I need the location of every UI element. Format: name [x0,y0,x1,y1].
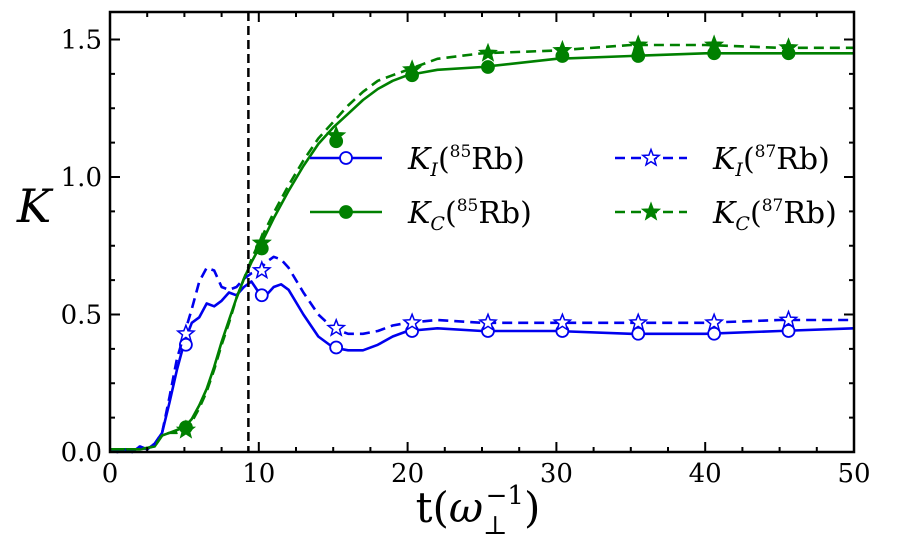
x-title-omega: ω [449,483,483,532]
x-tick-label: 0 [102,459,119,489]
data-point [251,232,272,252]
x-tick-label: 20 [391,459,424,489]
data-point [628,34,649,54]
x-tick-label: 30 [540,459,573,489]
data-point [778,309,799,329]
series-3 [110,34,854,451]
legend-marker [640,147,662,167]
x-tick-label: 40 [689,459,722,489]
x-title-close: ) [524,483,540,532]
series-2 [109,255,854,454]
x-title-sub: ⊥ [483,511,507,541]
tick-labels: 0 10 20 30 40 50 0.0 0.5 1.0 1.5 [61,26,871,490]
legend-marker [640,201,662,221]
legend-label: KI(85Rb) [407,142,525,181]
data-point [477,312,498,332]
legend: KI(85Rb) KC(85Rb) KI(87Rb) KC(87Rb) [310,142,837,235]
y-tick-label: 1.5 [61,26,102,56]
data-point [477,42,498,62]
plot-frame [108,10,856,454]
data-point [707,326,722,341]
y-tick-label: 1.0 [61,163,102,193]
x-tick-label: 10 [242,459,275,489]
data-point [481,60,495,74]
legend-marker [339,205,353,219]
data-point [704,312,725,332]
y-tick-label: 0.5 [61,301,102,331]
data-point [778,37,799,57]
data-point [628,312,649,332]
x-title-sup: −1 [486,481,524,511]
series-line [110,51,854,451]
x-axis-title: t(ω⊥−1) [416,481,541,541]
x-tick-label: 50 [837,459,870,489]
data-point [402,312,423,332]
data-point [552,39,573,60]
legend-entry: KI(87Rb) [615,142,830,181]
data-point [329,340,344,355]
series-layer [109,34,855,454]
data-point [251,259,272,280]
data-point [326,125,347,145]
data-point [552,312,573,332]
data-point [781,324,796,338]
series-line [110,43,854,451]
data-point [254,288,269,303]
data-point [631,326,646,341]
legend-label: KC(87Rb) [712,196,837,235]
y-axis-title: K [16,179,54,233]
legend-label: KC(85Rb) [407,196,532,235]
data-point [703,34,725,54]
data-point [175,419,197,439]
legend-entry: KC(87Rb) [615,196,837,235]
data-point [402,59,423,79]
legend-label: KI(87Rb) [712,142,830,181]
x-title-main: t( [416,483,449,532]
plot-area [110,12,854,452]
legend-entry: KC(85Rb) [310,196,532,235]
data-point [631,49,646,63]
series-line [109,255,854,454]
data-point [326,317,347,337]
data-point [175,323,196,343]
y-tick-label: 0.0 [61,438,102,468]
legend-marker [339,151,353,165]
legend-entry: KI(85Rb) [310,142,525,181]
